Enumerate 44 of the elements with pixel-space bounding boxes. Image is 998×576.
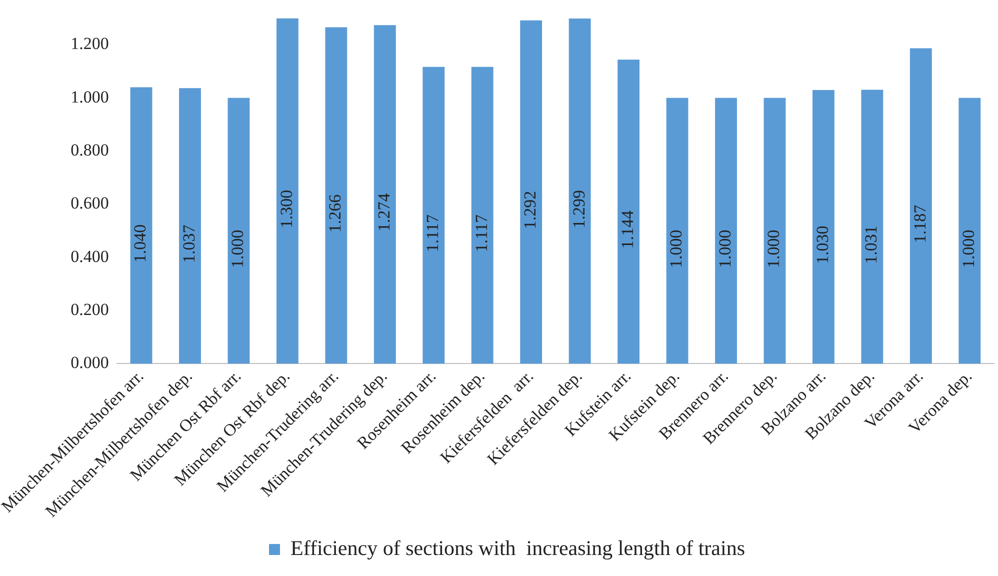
y-tick-label: 0.800 — [70, 140, 109, 160]
data-label: 1.000 — [715, 230, 734, 268]
bar — [568, 18, 591, 364]
data-label: 1.030 — [812, 226, 832, 264]
y-tick-label: 0.600 — [70, 194, 109, 213]
bar — [228, 98, 250, 364]
data-label: 1.117 — [423, 214, 442, 252]
data-label: 1.187 — [910, 204, 930, 244]
y-tick-label: 0.200 — [70, 300, 109, 320]
y-tick-label: 1.200 — [70, 34, 109, 54]
bar — [861, 90, 884, 364]
data-label: 1.266 — [326, 194, 345, 233]
data-label: 1.000 — [228, 230, 248, 268]
data-label: 1.300 — [276, 190, 296, 228]
data-label: 1.000 — [666, 230, 686, 268]
bar — [618, 60, 640, 364]
data-label: 1.040 — [130, 224, 150, 263]
data-label: 1.000 — [764, 230, 784, 268]
data-label: 1.299 — [569, 190, 588, 228]
data-label: 1.144 — [618, 210, 638, 249]
bar — [764, 98, 786, 364]
data-label: 1.000 — [959, 230, 978, 268]
bar — [325, 27, 348, 364]
y-tick-label: 1.000 — [70, 87, 109, 106]
data-label: 1.292 — [520, 190, 540, 230]
bar — [276, 18, 298, 364]
bar — [812, 90, 834, 364]
bar — [422, 66, 445, 364]
y-tick-label: 0.000 — [70, 353, 109, 372]
bar — [374, 25, 396, 364]
y-tick-label: 0.400 — [70, 246, 109, 266]
bar — [910, 48, 932, 364]
bar — [130, 87, 152, 364]
legend-label: Efficiency of sections with increasing length of trains — [290, 536, 745, 560]
bar — [958, 98, 981, 364]
bar — [520, 20, 542, 364]
data-label: 1.031 — [862, 226, 881, 264]
data-label: 1.117 — [472, 214, 491, 252]
data-label: 1.037 — [179, 224, 198, 264]
bar — [666, 98, 688, 364]
bar — [179, 88, 201, 364]
bar — [715, 98, 737, 364]
data-label: 1.274 — [374, 192, 394, 232]
bar — [471, 66, 494, 364]
